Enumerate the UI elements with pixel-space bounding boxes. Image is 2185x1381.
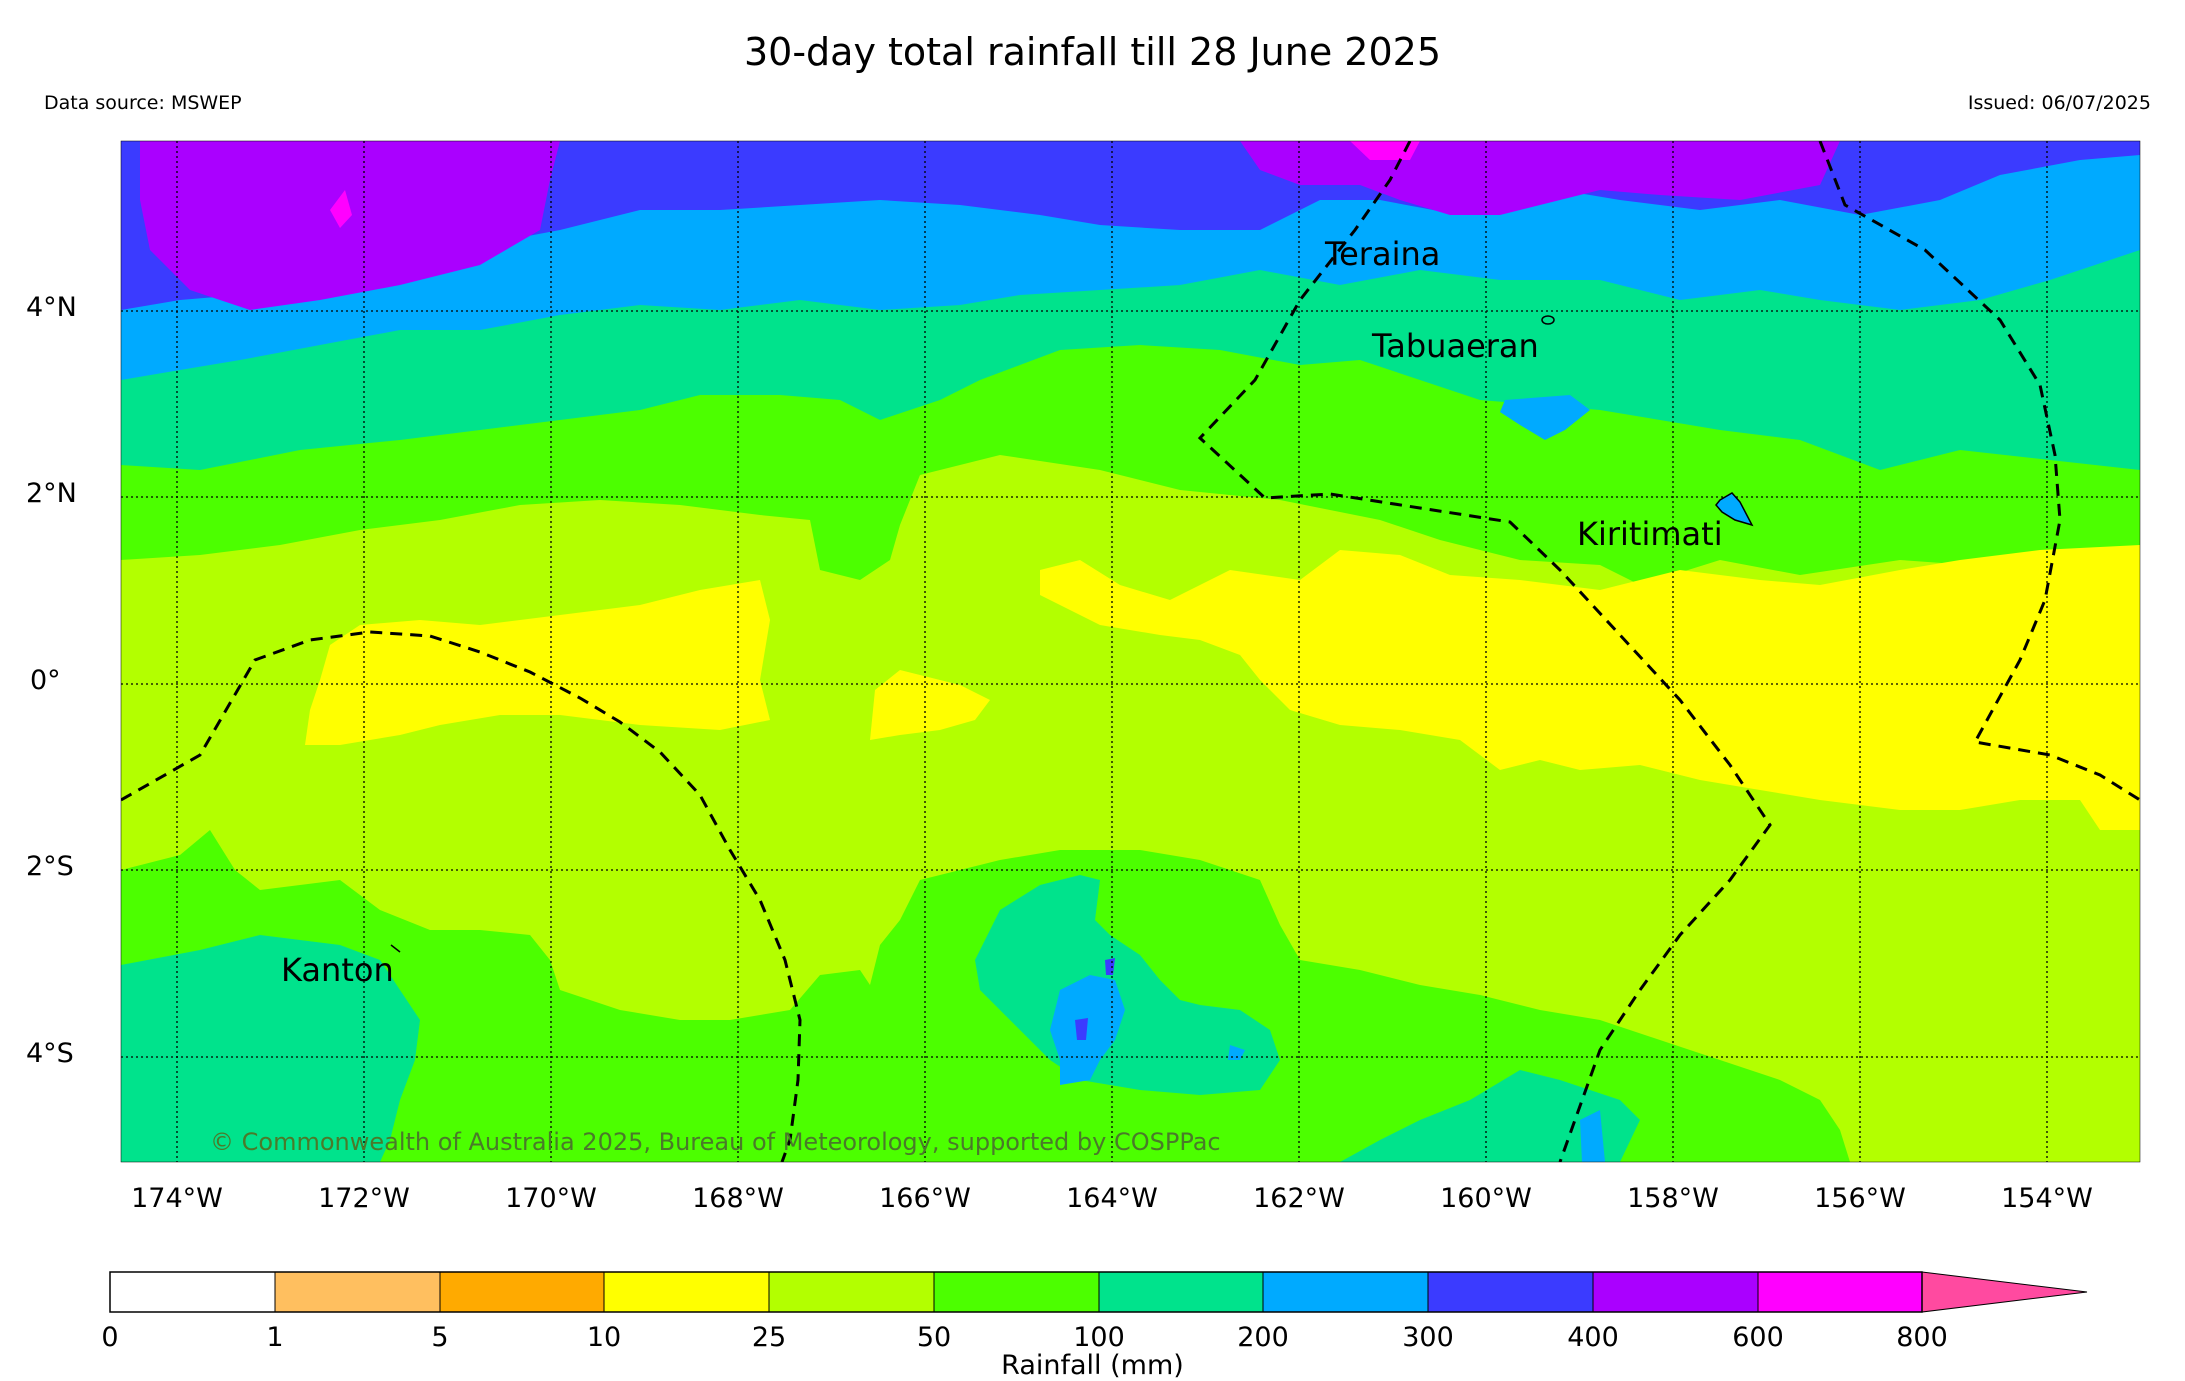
colorbar-segment-6 bbox=[1099, 1272, 1263, 1312]
island-outlines bbox=[390, 315, 1754, 953]
colorbar-tick-1: 1 bbox=[266, 1322, 284, 1353]
map-graticule bbox=[121, 141, 2140, 1162]
colorbar-segment-3 bbox=[604, 1272, 769, 1312]
place-label-kanton: Kanton bbox=[281, 951, 394, 989]
colorbar bbox=[109, 1271, 2088, 1313]
map-frame bbox=[120, 140, 2141, 1163]
rain-band-600-800 bbox=[1350, 141, 1420, 160]
lon-label-170w: 170°W bbox=[505, 1183, 597, 1214]
lon-label-164w: 164°W bbox=[1066, 1183, 1158, 1214]
colorbar-segment-8 bbox=[1428, 1272, 1593, 1312]
rain-band-100-200-southwest bbox=[121, 935, 420, 1162]
kiritimati-island bbox=[1715, 492, 1754, 527]
colorbar-segment-0 bbox=[110, 1272, 275, 1312]
colorbar-tick-600: 600 bbox=[1732, 1322, 1784, 1353]
place-label-tabuaeran: Tabuaeran bbox=[1371, 327, 1539, 365]
lon-label-162w: 162°W bbox=[1253, 1183, 1345, 1214]
colorbar-title: Rainfall (mm) bbox=[1001, 1350, 1184, 1381]
colorbar-tick-200: 200 bbox=[1237, 1322, 1289, 1353]
rain-band-100-200-central bbox=[975, 875, 1280, 1095]
lon-label-168w: 168°W bbox=[692, 1183, 784, 1214]
lon-label-172w: 172°W bbox=[318, 1183, 410, 1214]
kanton-island bbox=[390, 944, 401, 953]
lon-label-174w: 174°W bbox=[131, 1183, 223, 1214]
colorbar-segment-4 bbox=[769, 1272, 934, 1312]
map-title: 30-day total rainfall till 28 June 2025 bbox=[743, 30, 1442, 74]
lon-label-166w: 166°W bbox=[879, 1183, 971, 1214]
colorbar-segment-1 bbox=[275, 1272, 440, 1312]
data-source-label: Data source: MSWEP bbox=[44, 92, 242, 114]
rain-band-400-600-nw bbox=[140, 141, 560, 310]
colorbar-tick-25: 25 bbox=[751, 1322, 787, 1353]
lat-label-4s: 4°S bbox=[26, 1038, 74, 1069]
rain-band-10-25-west bbox=[305, 580, 770, 745]
colorbar-extension-arrow bbox=[1921, 1271, 2088, 1313]
rain-band-10-25-east bbox=[1040, 545, 2140, 830]
lon-label-154w: 154°W bbox=[2001, 1183, 2093, 1214]
lon-label-158w: 158°W bbox=[1627, 1183, 1719, 1214]
tabuaeran-island bbox=[1541, 315, 1555, 325]
colorbar-tick-0: 0 bbox=[101, 1322, 119, 1353]
lat-label-4n: 4°N bbox=[26, 292, 77, 323]
rain-band-100-200-southeast bbox=[1340, 1070, 1640, 1162]
colorbar-tick-5: 5 bbox=[431, 1322, 449, 1353]
place-label-teraina: Teraina bbox=[1324, 235, 1440, 273]
colorbar-tick-800: 800 bbox=[1896, 1322, 1948, 1353]
colorbar-segment-5 bbox=[934, 1272, 1099, 1312]
colorbar-segment-7 bbox=[1263, 1272, 1428, 1312]
colorbar-tick-300: 300 bbox=[1402, 1322, 1454, 1353]
colorbar-segment-10 bbox=[1758, 1272, 1922, 1312]
lat-label-2n: 2°N bbox=[26, 478, 77, 509]
rain-band-10-25-central bbox=[870, 670, 990, 740]
lon-label-160w: 160°W bbox=[1440, 1183, 1532, 1214]
colorbar-tick-50: 50 bbox=[916, 1322, 952, 1353]
lat-label-0: 0° bbox=[30, 665, 61, 696]
copyright-notice: © Commonwealth of Australia 2025, Bureau… bbox=[210, 1128, 1221, 1156]
colorbar-tick-10: 10 bbox=[586, 1322, 622, 1353]
lon-label-156w: 156°W bbox=[1814, 1183, 1906, 1214]
lat-label-2s: 2°S bbox=[26, 851, 74, 882]
rainfall-contours bbox=[121, 141, 2140, 1162]
place-label-kiritimati: Kiritimati bbox=[1577, 515, 1723, 553]
rain-band-50-100-south bbox=[121, 830, 1850, 1162]
issued-date-label: Issued: 06/07/2025 bbox=[1967, 92, 2151, 114]
colorbar-tick-400: 400 bbox=[1567, 1322, 1619, 1353]
colorbar-segment-9 bbox=[1593, 1272, 1758, 1312]
colorbar-tick-100: 100 bbox=[1073, 1322, 1125, 1353]
eez-boundaries bbox=[121, 141, 2140, 1162]
colorbar-segment-2 bbox=[440, 1272, 604, 1312]
